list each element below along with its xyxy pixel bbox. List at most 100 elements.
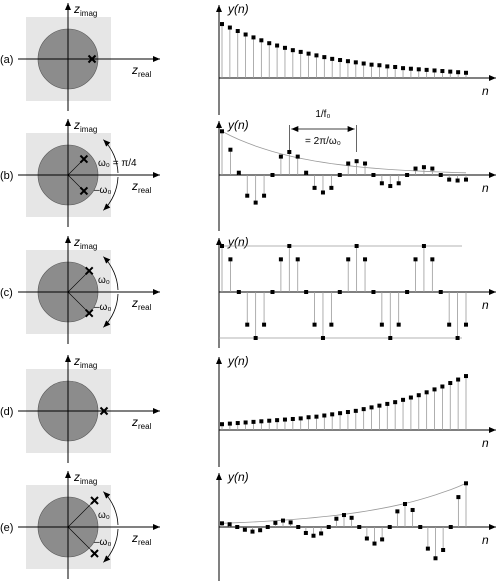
sample-point bbox=[430, 257, 435, 262]
sample-point bbox=[413, 257, 418, 262]
omega-label: ω₀ bbox=[98, 510, 110, 521]
sample-point bbox=[330, 56, 335, 61]
period-label: 1/f₀ bbox=[315, 109, 330, 120]
sample-point bbox=[329, 185, 334, 190]
sample-point bbox=[290, 48, 295, 53]
sample-point bbox=[337, 173, 342, 177]
neg-omega-label: –ω₀ bbox=[94, 302, 112, 313]
neg-omega-label: –ω₀ bbox=[94, 537, 112, 548]
pole-radius-line bbox=[67, 174, 85, 192]
sample-point bbox=[361, 407, 366, 412]
sample-point bbox=[337, 290, 342, 294]
sample-point bbox=[353, 408, 358, 413]
sample-point bbox=[377, 63, 382, 68]
sample-point bbox=[329, 322, 334, 327]
sample-point bbox=[361, 61, 366, 66]
sample-point bbox=[353, 60, 358, 65]
sample-point bbox=[304, 290, 309, 294]
sample-point bbox=[396, 322, 401, 327]
sample-point bbox=[464, 481, 468, 486]
pole-radius-line bbox=[67, 158, 85, 176]
sample-point bbox=[242, 527, 247, 532]
sample-point bbox=[251, 35, 256, 40]
sample-point bbox=[448, 381, 453, 386]
sample-point bbox=[408, 395, 413, 400]
sample-point bbox=[278, 154, 283, 159]
y-axis-label: y(n) bbox=[227, 235, 249, 249]
sample-point bbox=[296, 525, 301, 529]
sample-point bbox=[275, 418, 280, 423]
response-plot: y(n) n bbox=[216, 470, 496, 581]
panel-label: (e) bbox=[0, 522, 13, 534]
sample-point bbox=[306, 415, 311, 420]
sample-point bbox=[236, 170, 241, 175]
sample-point bbox=[295, 257, 300, 262]
real-axis-label: zreal bbox=[131, 179, 152, 195]
panel-label: (a) bbox=[0, 54, 13, 66]
z-plane: zimag zreal bbox=[18, 354, 160, 463]
sample-point bbox=[371, 290, 376, 294]
sample-point bbox=[447, 322, 452, 327]
imag-axis-label: zimag bbox=[73, 118, 97, 134]
sample-point bbox=[464, 70, 468, 75]
pole-radius-line bbox=[67, 500, 95, 528]
sample-point bbox=[455, 178, 460, 183]
sample-point bbox=[262, 193, 267, 198]
sample-point bbox=[312, 185, 317, 190]
real-axis-label: zreal bbox=[131, 531, 152, 547]
period-formula: = 2π/ω₀ bbox=[305, 136, 341, 147]
sample-point bbox=[278, 257, 283, 262]
pole-radius-line bbox=[67, 291, 90, 314]
sample-point bbox=[379, 181, 384, 186]
sample-point bbox=[441, 548, 446, 552]
sample-point bbox=[236, 290, 241, 294]
pole-radius-line bbox=[67, 270, 90, 293]
neg-omega-label: –ω₀ bbox=[94, 185, 112, 196]
real-axis-label: zreal bbox=[131, 296, 152, 312]
sample-point bbox=[430, 166, 435, 171]
sample-point bbox=[440, 384, 445, 389]
real-axis-label: zreal bbox=[131, 63, 152, 79]
omega-label: ω₀ = π/4 bbox=[98, 158, 137, 169]
z-plane: zimag zreal ω₀ = π/4 –ω₀ bbox=[18, 118, 160, 227]
sample-point bbox=[259, 38, 264, 43]
z-plane: zimag zreal bbox=[18, 2, 160, 111]
sample-point bbox=[320, 190, 325, 195]
sample-point bbox=[448, 525, 453, 529]
sample-point bbox=[235, 421, 240, 426]
sample-point bbox=[364, 536, 369, 541]
sample-point bbox=[379, 322, 384, 327]
z-plane: zimag zreal ω₀ –ω₀ bbox=[18, 470, 160, 579]
sample-point bbox=[312, 322, 317, 327]
sample-point bbox=[275, 43, 280, 48]
z-plane: zimag zreal ω₀ –ω₀ bbox=[18, 235, 160, 344]
sample-point bbox=[267, 41, 272, 46]
period-annotation: 1/f₀ = 2π/ω₀ bbox=[289, 109, 357, 152]
sample-point bbox=[438, 173, 443, 177]
sample-point bbox=[235, 29, 240, 34]
sample-point bbox=[288, 520, 293, 525]
sample-point bbox=[253, 336, 258, 340]
sample-point bbox=[401, 397, 406, 402]
sample-point bbox=[464, 177, 468, 182]
sample-point bbox=[319, 531, 324, 536]
sample-point bbox=[456, 495, 461, 500]
sample-point bbox=[245, 193, 250, 198]
panel-label: (c) bbox=[0, 287, 13, 299]
sample-point bbox=[421, 165, 426, 170]
x-axis-label: n bbox=[482, 84, 489, 98]
sample-point bbox=[387, 525, 392, 529]
response-plot: y(n) n bbox=[216, 354, 496, 467]
sample-point bbox=[424, 390, 429, 395]
sample-point bbox=[425, 546, 430, 551]
sample-point bbox=[262, 322, 267, 327]
sample-point bbox=[235, 525, 240, 529]
x-axis-label: n bbox=[482, 181, 489, 195]
x-axis-label: n bbox=[482, 436, 489, 450]
panel-c: (c) zimag zreal ω₀ –ω₀ y(n) n bbox=[0, 235, 496, 348]
sample-point bbox=[228, 147, 233, 152]
sample-point bbox=[388, 336, 393, 340]
y-axis-label: y(n) bbox=[227, 354, 249, 368]
arrow-icon bbox=[103, 528, 119, 563]
